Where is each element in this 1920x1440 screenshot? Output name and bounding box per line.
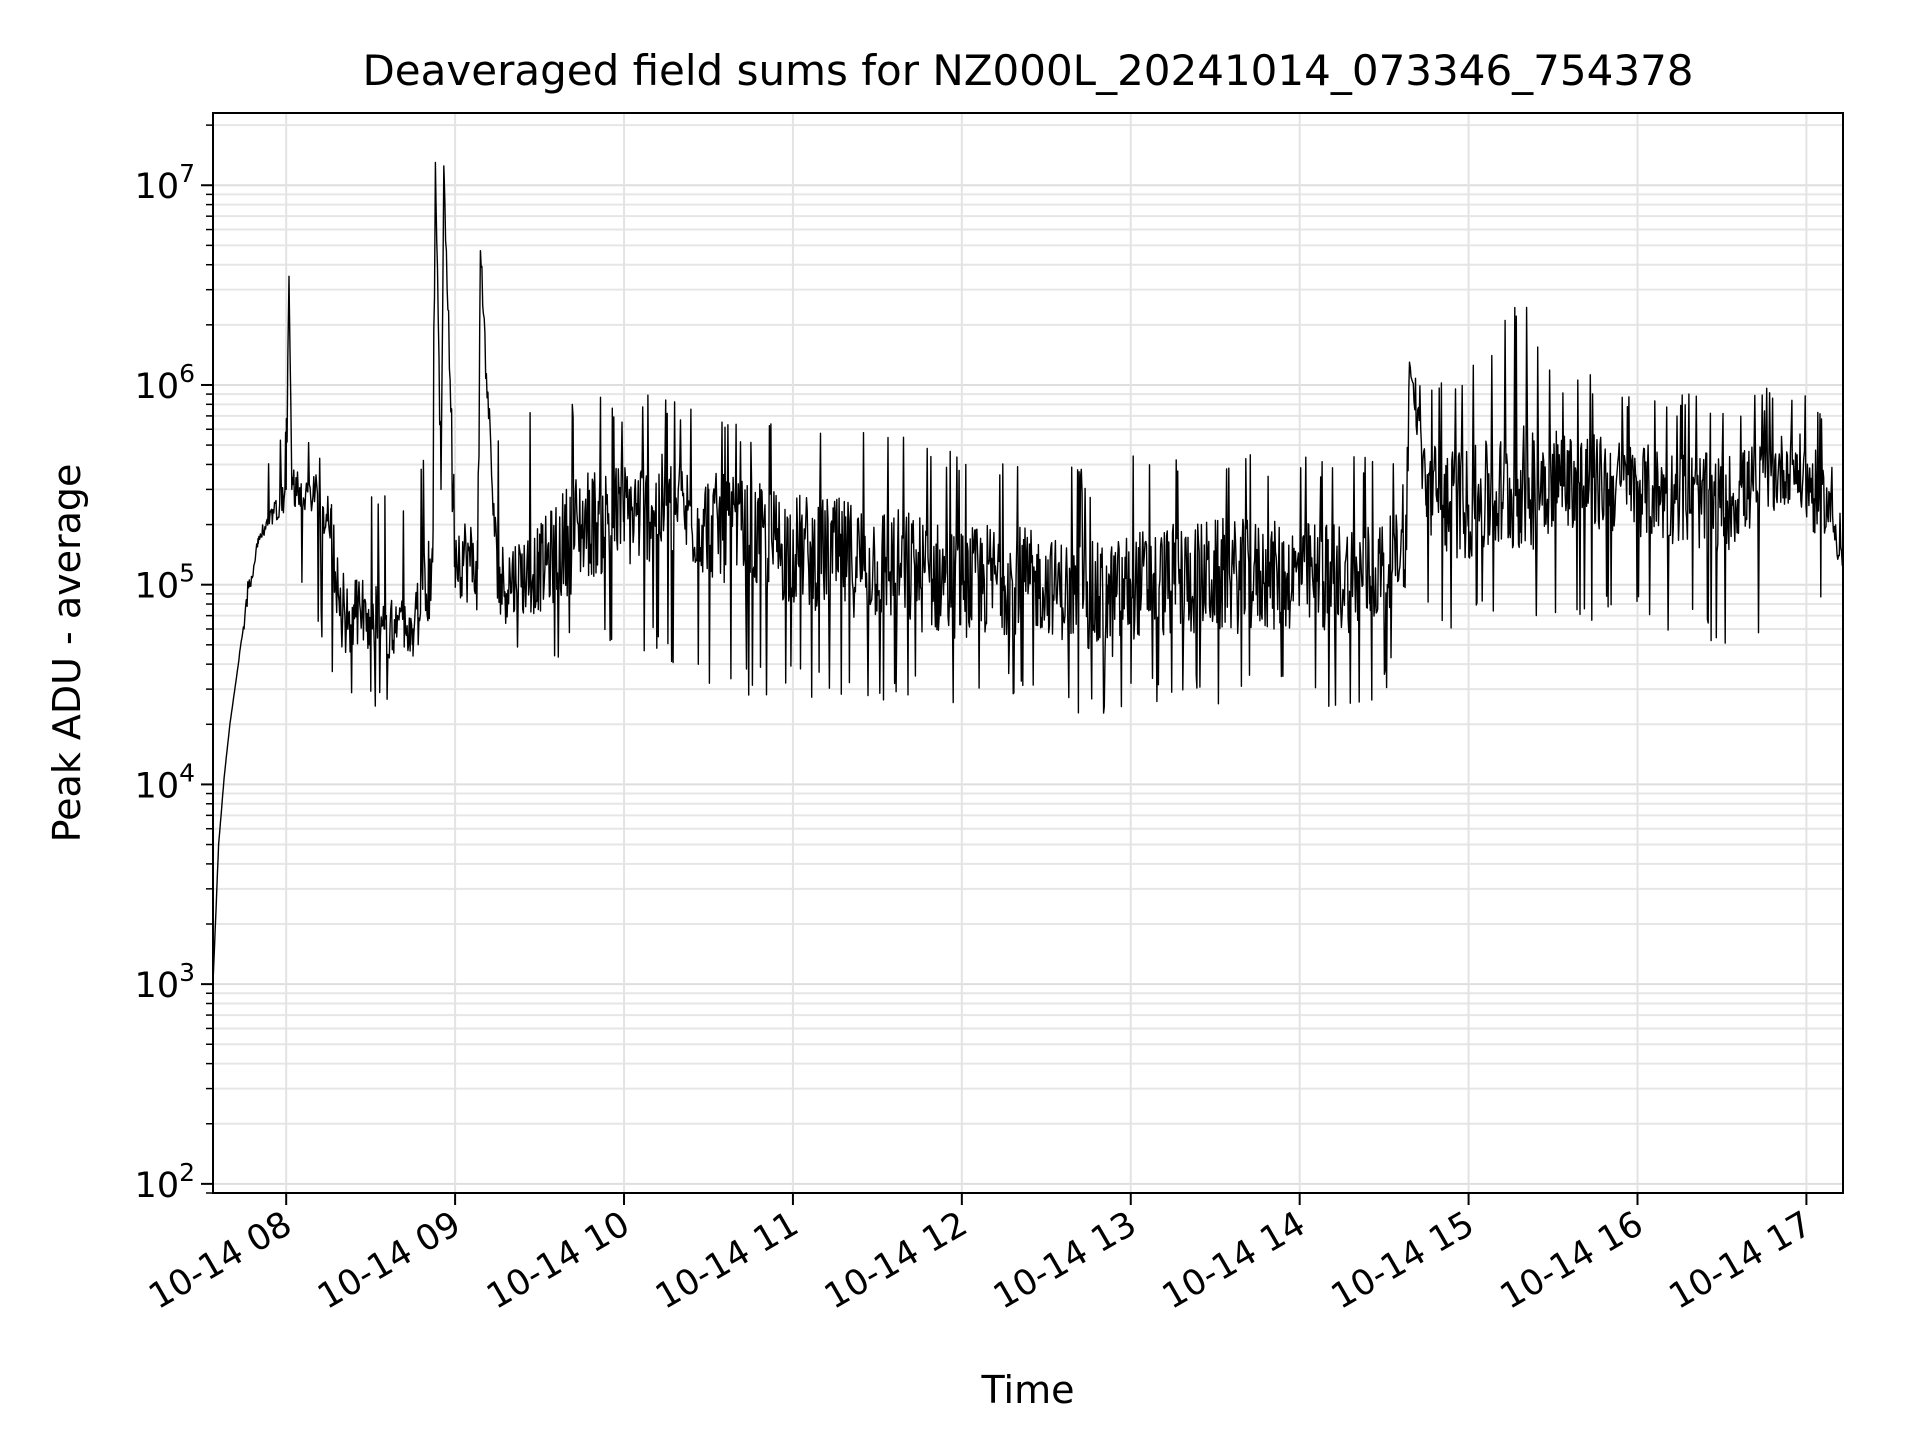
x-axis-label: Time bbox=[981, 1368, 1075, 1412]
y-tick-label: 102 bbox=[135, 1158, 195, 1206]
data-series bbox=[212, 161, 1844, 985]
y-tick-label: 107 bbox=[135, 159, 195, 207]
y-tick-label: 105 bbox=[135, 559, 195, 607]
y-tick-label: 106 bbox=[135, 359, 195, 407]
y-tick-label: 104 bbox=[135, 758, 195, 806]
chart-title: Deaveraged field sums for NZ000L_2024101… bbox=[362, 46, 1693, 95]
series-line bbox=[212, 161, 1844, 985]
major-grid bbox=[213, 113, 1843, 1193]
y-axis: 102 103 104 105 106 107 bbox=[135, 124, 213, 1206]
plot-area-frame bbox=[212, 112, 1844, 1194]
minor-grid bbox=[213, 124, 1843, 1194]
y-tick-label: 103 bbox=[135, 958, 195, 1006]
y-axis-label: Peak ADU - average bbox=[45, 464, 89, 843]
